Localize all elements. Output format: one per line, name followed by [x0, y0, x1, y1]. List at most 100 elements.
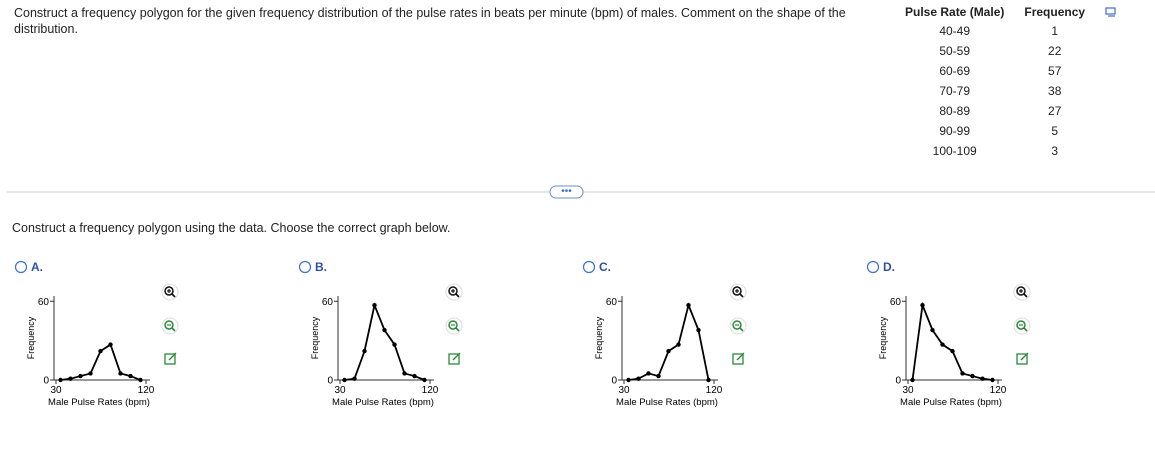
- icon-shape: [739, 293, 744, 298]
- table-row: 80-89 27: [895, 101, 1095, 121]
- icon-shape: [736, 352, 745, 361]
- x-axis-label: Male Pulse Rates (bpm): [616, 397, 718, 408]
- data-point: [78, 373, 83, 379]
- x-tick-label: 120: [706, 385, 723, 396]
- data-table: Pulse Rate (Male) Frequency 40-49 1 50-59 22…: [895, 3, 1095, 161]
- icon-shape: [1020, 352, 1029, 361]
- question: Construct a frequency polygon for the gi…: [14, 6, 846, 36]
- icon-shape: [164, 320, 174, 330]
- x-tick-label: 120: [138, 385, 155, 396]
- x-tick-label: 120: [990, 385, 1007, 396]
- radio-button[interactable]: [14, 260, 28, 274]
- icon-shape: [732, 320, 742, 330]
- icon-shape: [448, 320, 458, 330]
- data-point: [920, 302, 925, 308]
- data-point: [960, 371, 965, 376]
- frequency-polygon: [344, 302, 425, 381]
- data-point: [138, 377, 143, 383]
- y-tick-label: 0: [611, 376, 617, 387]
- option-letter: A.: [31, 260, 43, 274]
- instruction: Construct a frequency polygon using the …: [12, 221, 451, 235]
- expand-dots: •••: [561, 186, 572, 197]
- divider: •••: [7, 185, 1155, 199]
- icon-shape: [1023, 327, 1028, 332]
- table-cell: 60-69: [939, 64, 971, 78]
- y-axis-label: Frequency: [26, 316, 36, 359]
- popout-button[interactable]: [164, 353, 176, 365]
- data-point: [88, 371, 93, 376]
- option-letter: B.: [315, 260, 327, 274]
- data-point: [990, 377, 995, 383]
- popout-button[interactable]: [448, 353, 460, 365]
- table-cell: 22: [1048, 44, 1062, 58]
- data-point: [58, 377, 63, 383]
- radio-button[interactable]: [866, 260, 880, 274]
- y-tick-label: 60: [322, 297, 334, 308]
- data-point: [128, 373, 133, 379]
- frequency-polygon: [628, 302, 710, 381]
- x-axis-label: Male Pulse Rates (bpm): [332, 397, 434, 408]
- data-point: [950, 348, 955, 354]
- popout-button[interactable]: [1016, 353, 1028, 365]
- icon-shape: [164, 286, 174, 296]
- x-tick-label: 30: [902, 385, 914, 396]
- icon-shape: [455, 327, 460, 332]
- table-row: 100-109 3: [895, 141, 1095, 161]
- radio-button[interactable]: [582, 260, 596, 274]
- data-point: [402, 371, 407, 376]
- data-point: [706, 377, 711, 383]
- table-cell: 50-59: [939, 44, 971, 58]
- icon-shape: [1016, 320, 1026, 330]
- option-letter: C.: [599, 260, 611, 274]
- icon-shape: [739, 327, 744, 332]
- radio-button[interactable]: [298, 260, 312, 274]
- data-point: [626, 377, 631, 383]
- data-point: [930, 327, 935, 333]
- y-axis-label: Frequency: [310, 316, 320, 359]
- data-point: [352, 376, 357, 381]
- data-point: [372, 302, 377, 308]
- frequency-polygon: [911, 301, 993, 381]
- table-row: 90-99 5: [895, 121, 1095, 141]
- copy-icon[interactable]: [1104, 6, 1118, 18]
- x-axis-label: Male Pulse Rates (bpm): [900, 397, 1002, 408]
- data-point: [696, 327, 701, 333]
- data-point: [118, 371, 123, 376]
- column-header: Frequency: [1024, 5, 1086, 19]
- x-tick-label: 30: [618, 385, 630, 396]
- table-cell: 70-79: [939, 84, 971, 98]
- table-cell: 5: [1051, 124, 1059, 138]
- icon-shape: [171, 327, 176, 332]
- data-point: [980, 376, 985, 381]
- y-tick-label: 60: [38, 297, 50, 308]
- table-row: 50-59 22: [895, 41, 1095, 61]
- data-point: [676, 342, 681, 347]
- data-point: [656, 373, 661, 379]
- answer-option: A. 0 60 30 120 Frequency Male Pulse Rates (bpm…: [14, 260, 179, 408]
- icon-shape: [171, 293, 176, 298]
- icon-shape: [1105, 7, 1116, 15]
- y-axis-label: Frequency: [594, 316, 604, 359]
- x-tick-label: 30: [50, 385, 62, 396]
- table-cell: 27: [1048, 104, 1062, 118]
- table-cell: 38: [1048, 84, 1062, 98]
- table-cell: 1: [1051, 24, 1059, 38]
- expand-button[interactable]: [549, 185, 584, 199]
- table-cell: 100-109: [932, 144, 977, 158]
- data-point: [108, 342, 113, 347]
- x-tick-label: 120: [422, 385, 439, 396]
- table-cell: 3: [1051, 144, 1059, 158]
- data-point: [636, 376, 641, 381]
- popout-button[interactable]: [732, 353, 744, 365]
- data-point: [910, 377, 915, 383]
- data-point: [646, 371, 651, 376]
- option-letter: D.: [883, 260, 895, 274]
- data-point: [68, 376, 73, 381]
- table-body: 40-49 1 50-59 22 60-69 57 70-79 38 80-89 27 90-99 5…: [895, 21, 1095, 161]
- icon-shape: [455, 293, 460, 298]
- icon-shape: [452, 352, 461, 361]
- answer-option: D. 0 60 30 120 Frequency Male Pulse Rates (bpm…: [866, 260, 1031, 408]
- y-tick-label: 0: [327, 376, 333, 387]
- icon-shape: [1016, 286, 1026, 296]
